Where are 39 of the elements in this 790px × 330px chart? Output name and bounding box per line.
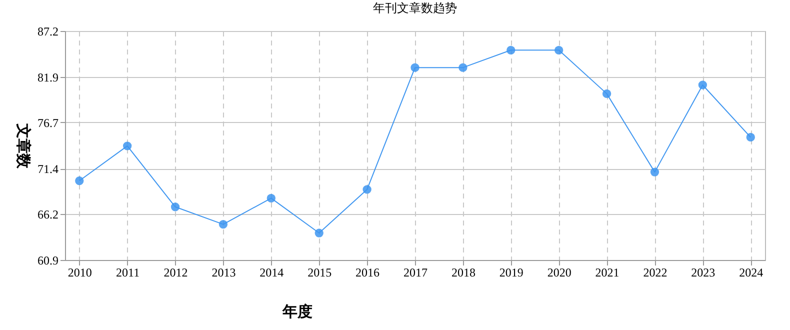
x-tick-label: 2022 <box>643 266 668 280</box>
y-tick-label: 60.9 <box>38 254 58 268</box>
x-tick-label: 2020 <box>547 266 572 280</box>
x-tick-label: 2019 <box>499 266 524 280</box>
chart-title: 年刊文章数趋势 <box>373 1 457 15</box>
point <box>602 89 612 98</box>
x-tick-label: 2024 <box>739 266 764 280</box>
point <box>218 220 228 229</box>
x-tick-label: 2017 <box>404 266 428 280</box>
y-tick-label: 87.2 <box>38 24 58 38</box>
y-tick-label: 66.2 <box>38 207 58 222</box>
x-tick-label: 2013 <box>212 266 236 280</box>
x-tick-label: 2023 <box>691 266 716 280</box>
point <box>698 80 707 90</box>
point <box>314 228 324 238</box>
x-tick-label: 2012 <box>164 266 188 280</box>
x-tick-label: 2015 <box>308 266 332 280</box>
y-tick-label: 71.4 <box>38 162 58 176</box>
point <box>554 46 564 54</box>
point <box>506 46 516 54</box>
y-axis-title: 文章数 <box>14 122 32 170</box>
point <box>266 194 276 202</box>
x-axis-title: 年度 <box>282 302 312 320</box>
x-tick-label: 2016 <box>356 266 380 280</box>
point <box>410 63 420 72</box>
point <box>458 63 468 72</box>
x-tick-label: 2010 <box>68 266 92 280</box>
point <box>650 168 660 176</box>
point <box>123 142 132 150</box>
point <box>75 176 84 186</box>
x-tick-label: 2021 <box>595 266 620 280</box>
x-tick-label: 2014 <box>260 266 284 280</box>
point <box>362 185 372 194</box>
point <box>170 202 180 212</box>
y-tick-label: 76.7 <box>38 116 58 130</box>
x-tick-label: 2011 <box>116 266 140 280</box>
y-tick-label: 81.9 <box>38 70 58 85</box>
x-tick-label: 2018 <box>451 266 476 280</box>
point <box>746 132 755 142</box>
